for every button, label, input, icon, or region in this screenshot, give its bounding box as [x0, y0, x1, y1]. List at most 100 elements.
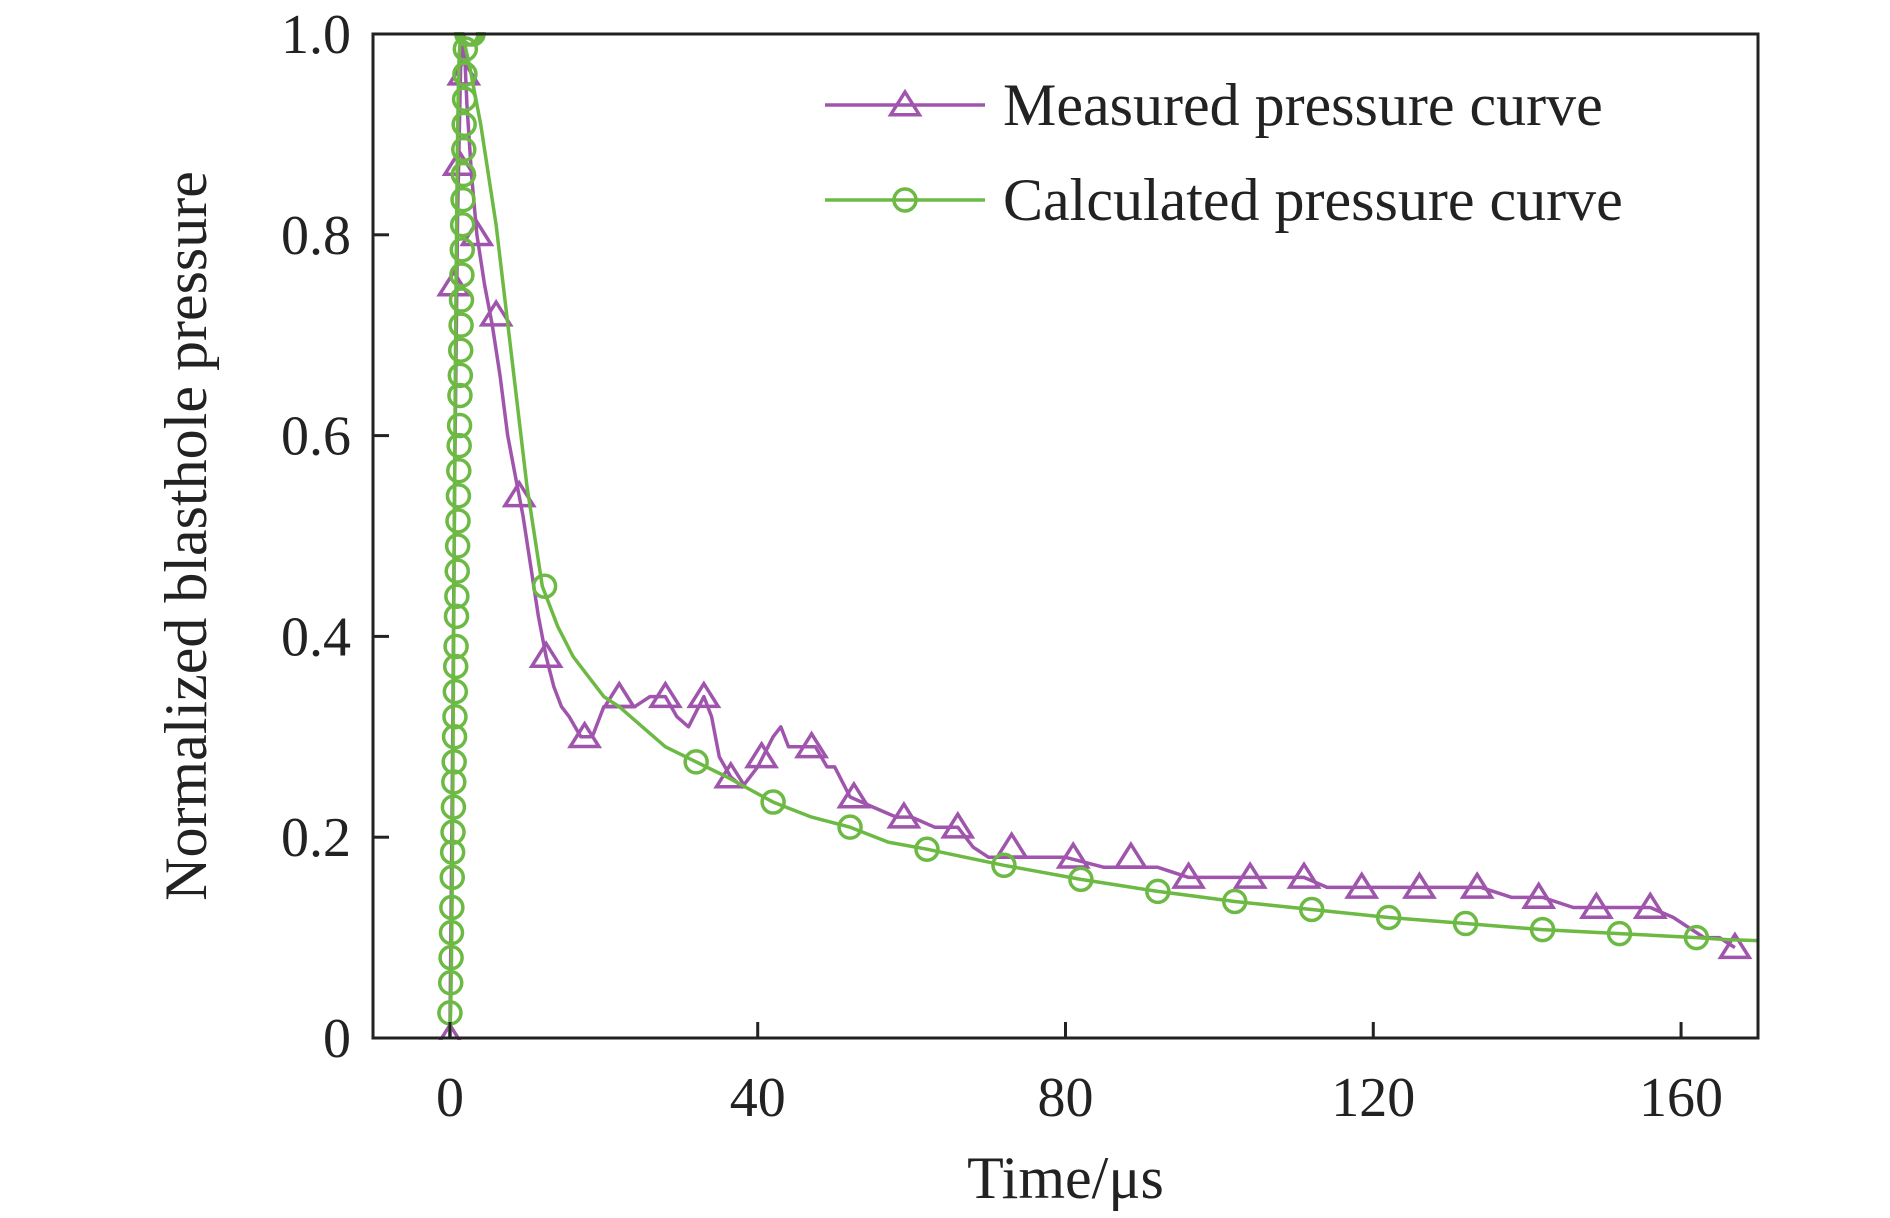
data-point-calculated	[450, 161, 477, 188]
data-point-calculated	[442, 653, 469, 680]
data-point-measured	[794, 730, 830, 759]
data-point-calculated	[760, 789, 786, 815]
data-point-calculated	[441, 749, 467, 775]
data-point-measured	[686, 680, 722, 709]
data-point-calculated	[1606, 920, 1633, 947]
data-point-calculated	[438, 919, 465, 946]
legend-marker-measured	[887, 88, 923, 117]
data-point-measured	[528, 640, 564, 668]
data-point-calculated	[439, 864, 466, 891]
data-point-calculated	[447, 362, 474, 389]
legend-item-measured: Measured pressure curve	[825, 72, 1603, 138]
data-point-calculated	[437, 970, 464, 996]
data-point-calculated	[445, 508, 471, 534]
axis-ticks: 0 40 80 120 160 0 0.2 0.4 0.6 0.8 1.0	[281, 4, 1723, 1129]
data-point-calculated	[448, 312, 474, 338]
data-point-measured	[1632, 891, 1668, 919]
data-point-measured	[478, 298, 514, 327]
data-point-measured	[1171, 861, 1207, 889]
data-point-calculated	[1683, 924, 1710, 951]
y-tick-label: 1.0	[281, 4, 351, 66]
data-point-calculated	[444, 558, 471, 584]
data-point-calculated	[441, 769, 467, 795]
series-measured	[436, 32, 1753, 1040]
x-tick-label: 40	[730, 1067, 786, 1129]
data-point-measured	[1521, 881, 1557, 909]
data-point-measured	[601, 680, 637, 709]
data-point-measured	[1055, 840, 1091, 869]
data-point-calculated	[442, 678, 469, 705]
data-point-calculated	[1452, 910, 1479, 937]
data-point-measured	[836, 780, 872, 809]
data-point-measured	[744, 740, 780, 769]
data-point-calculated	[443, 603, 470, 630]
y-tick-label: 0.6	[281, 406, 351, 468]
data-point-calculated	[446, 412, 473, 439]
series-calculated	[437, 32, 1758, 1039]
data-point-measured	[1232, 861, 1268, 889]
data-point-measured	[1401, 871, 1437, 899]
data-point-calculated	[440, 819, 466, 845]
data-point-calculated	[914, 836, 940, 862]
legend: Measured pressure curve Calculated press…	[825, 72, 1623, 233]
data-point-calculated	[683, 749, 709, 775]
data-point-calculated	[452, 36, 479, 62]
x-tick-label: 80	[1038, 1067, 1094, 1129]
data-point-calculated	[439, 894, 465, 921]
data-point-calculated	[991, 852, 1017, 879]
series-line-calculated	[448, 32, 1758, 1039]
data-point-measured	[1344, 871, 1380, 899]
data-point-measured	[1113, 840, 1149, 869]
data-point-calculated	[1529, 916, 1556, 943]
legend-marker-symbol	[887, 88, 923, 117]
data-point-calculated	[450, 186, 476, 213]
data-point-calculated	[443, 633, 469, 660]
data-point-calculated	[452, 61, 478, 87]
data-point-calculated	[837, 814, 863, 840]
data-point-calculated	[531, 573, 558, 599]
data-point-calculated	[446, 432, 472, 459]
y-tick-label: 0	[323, 1008, 351, 1070]
data-point-calculated	[438, 944, 464, 971]
y-axis-title: Normalized blasthole pressure	[153, 171, 219, 901]
data-point-measured	[1459, 871, 1495, 899]
data-point-calculated	[451, 136, 477, 163]
data-point-calculated	[451, 111, 477, 138]
legend-label-calculated: Calculated pressure curve	[1003, 167, 1623, 233]
data-point-calculated	[449, 212, 476, 238]
data-point-measured	[647, 680, 683, 709]
data-point-calculated	[1298, 896, 1325, 923]
data-point-measured	[567, 720, 603, 749]
data-point-calculated	[442, 703, 468, 730]
x-tick-label: 160	[1639, 1067, 1723, 1129]
data-point-measured	[1286, 861, 1322, 889]
y-tick-label: 0.4	[281, 606, 351, 668]
data-point-measured	[501, 479, 537, 508]
data-point-measured	[438, 1021, 462, 1040]
data-point-measured	[940, 810, 976, 839]
data-point-calculated	[447, 382, 473, 409]
data-point-calculated	[1222, 888, 1248, 915]
series-layer	[436, 32, 1758, 1040]
data-point-calculated	[1145, 878, 1171, 905]
legend-item-calculated: Calculated pressure curve	[825, 167, 1623, 233]
x-tick-label: 120	[1331, 1067, 1415, 1129]
data-point-calculated	[444, 583, 470, 609]
data-point-calculated	[446, 457, 472, 484]
data-point-measured	[1717, 931, 1753, 960]
data-point-calculated	[1375, 904, 1402, 931]
data-point-calculated	[449, 237, 476, 263]
data-point-calculated	[448, 287, 475, 313]
y-tick-label: 0.8	[281, 205, 351, 267]
data-point-calculated	[447, 337, 474, 364]
data-point-calculated	[441, 724, 468, 750]
data-point-calculated	[439, 839, 466, 866]
x-axis-title: Time/μs	[967, 1145, 1164, 1211]
y-tick-label: 0.2	[281, 807, 351, 869]
data-point-measured	[1578, 891, 1614, 919]
data-point-calculated	[445, 483, 472, 509]
data-point-calculated	[1068, 866, 1094, 893]
legend-label-measured: Measured pressure curve	[1003, 72, 1603, 138]
